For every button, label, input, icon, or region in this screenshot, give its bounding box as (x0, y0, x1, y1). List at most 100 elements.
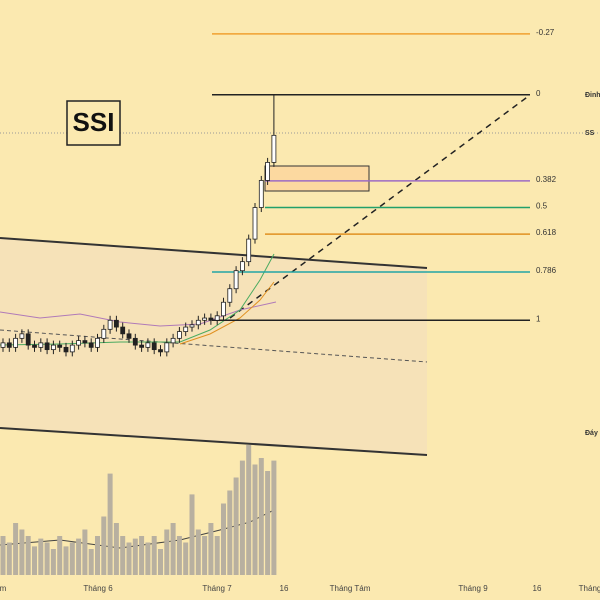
x-axis-label: m (0, 584, 7, 593)
volume-bar (76, 538, 82, 575)
candle-body (233, 270, 239, 290)
volume-bar (19, 529, 25, 575)
candle-body (265, 162, 271, 181)
volume-bar (38, 538, 44, 575)
candle-body (114, 319, 119, 328)
ma-long (0, 301, 277, 327)
fib-label: 0.618 (536, 228, 557, 237)
volume-bar (32, 546, 37, 575)
x-axis-label: Tháng 7 (202, 584, 232, 593)
candle-body (145, 342, 151, 348)
volume-bar (170, 523, 176, 575)
candle-body (221, 301, 226, 317)
volume-bar (189, 494, 195, 575)
volume-bar (252, 464, 258, 575)
candle-body (95, 337, 100, 348)
candle-body (107, 319, 113, 330)
volume-bar (82, 529, 88, 575)
x-axis-label: Tháng (579, 584, 600, 593)
candle-body (120, 326, 126, 335)
volume-bar (202, 536, 208, 575)
volume-bar (258, 458, 264, 575)
volume-bar (88, 549, 94, 575)
candle-body (252, 207, 258, 240)
x-axis-label: Tháng 6 (83, 584, 113, 593)
channel-fill (0, 238, 427, 455)
volume-bar (101, 516, 107, 575)
volume-bar (139, 536, 145, 575)
volume-bar (13, 523, 19, 575)
candle-body (208, 317, 214, 321)
volume-bar (120, 536, 126, 575)
fib-label: 0.382 (536, 175, 557, 184)
candle-body (271, 134, 277, 163)
volume-bar (239, 460, 245, 575)
fib-label: -0.27 (536, 28, 555, 37)
candle-body (258, 180, 264, 208)
volume-bar (0, 536, 6, 575)
title-box (66, 100, 121, 146)
ma-mid (179, 281, 275, 345)
volume-bar (221, 503, 226, 575)
candle-body (38, 342, 44, 348)
chart-title: SSI (73, 107, 115, 137)
x-axis-label: Tháng 9 (458, 584, 488, 593)
fib-label: 0.5 (536, 202, 548, 211)
x-axis-label: 16 (533, 584, 542, 593)
volume-bar (50, 549, 56, 575)
volume-bar (214, 536, 220, 575)
ma-short (0, 253, 275, 346)
candle-body (0, 342, 6, 348)
fib-label: 0.786 (536, 266, 557, 275)
candle-body (170, 337, 176, 344)
fib-label: 0 (536, 89, 541, 98)
candle-body (151, 342, 157, 351)
candle-body (13, 337, 19, 348)
candle-body (214, 315, 220, 321)
volume-bar (107, 473, 113, 575)
right-label: Đỉnh (585, 92, 600, 99)
volume-bar (6, 542, 12, 575)
candle-body (32, 344, 37, 348)
volume-bar (271, 460, 277, 575)
candle-body (132, 337, 138, 346)
x-axis-label: Tháng Tám (330, 584, 371, 593)
volume-bar (195, 529, 201, 575)
candle-body (189, 324, 195, 328)
candle-body (195, 319, 201, 326)
candle-body (101, 328, 107, 339)
x-axis-label: 16 (280, 584, 289, 593)
volume-bar (63, 546, 69, 575)
candle-body (57, 344, 63, 348)
projection (229, 94, 531, 319)
volume-bar (69, 542, 75, 575)
candle-body (239, 261, 245, 272)
candle-body (82, 340, 88, 344)
right-label: Đáy (585, 430, 598, 437)
volume-bar (183, 542, 189, 575)
volume-bar (176, 536, 182, 575)
volume-bar (25, 536, 31, 575)
candle-body (158, 349, 163, 353)
candle-body (202, 317, 208, 321)
candle-body (69, 344, 75, 353)
candle-body (183, 326, 189, 332)
volume-bar (227, 490, 233, 575)
candle-body (88, 342, 94, 348)
volume-bar (132, 538, 138, 575)
candle-body (164, 342, 170, 353)
volume-bar (151, 536, 157, 575)
candle-body (25, 333, 31, 346)
channel-mid (0, 329, 428, 363)
candle-body (63, 346, 69, 353)
volume-bar (164, 529, 170, 575)
target-box (264, 165, 370, 192)
channel-top (0, 237, 428, 269)
volume-bar (246, 445, 252, 575)
fib-label: 1 (536, 314, 541, 323)
volume-bar (44, 542, 50, 575)
candle-body (126, 333, 132, 339)
volume-bar (208, 523, 214, 575)
candle-body (19, 333, 25, 339)
